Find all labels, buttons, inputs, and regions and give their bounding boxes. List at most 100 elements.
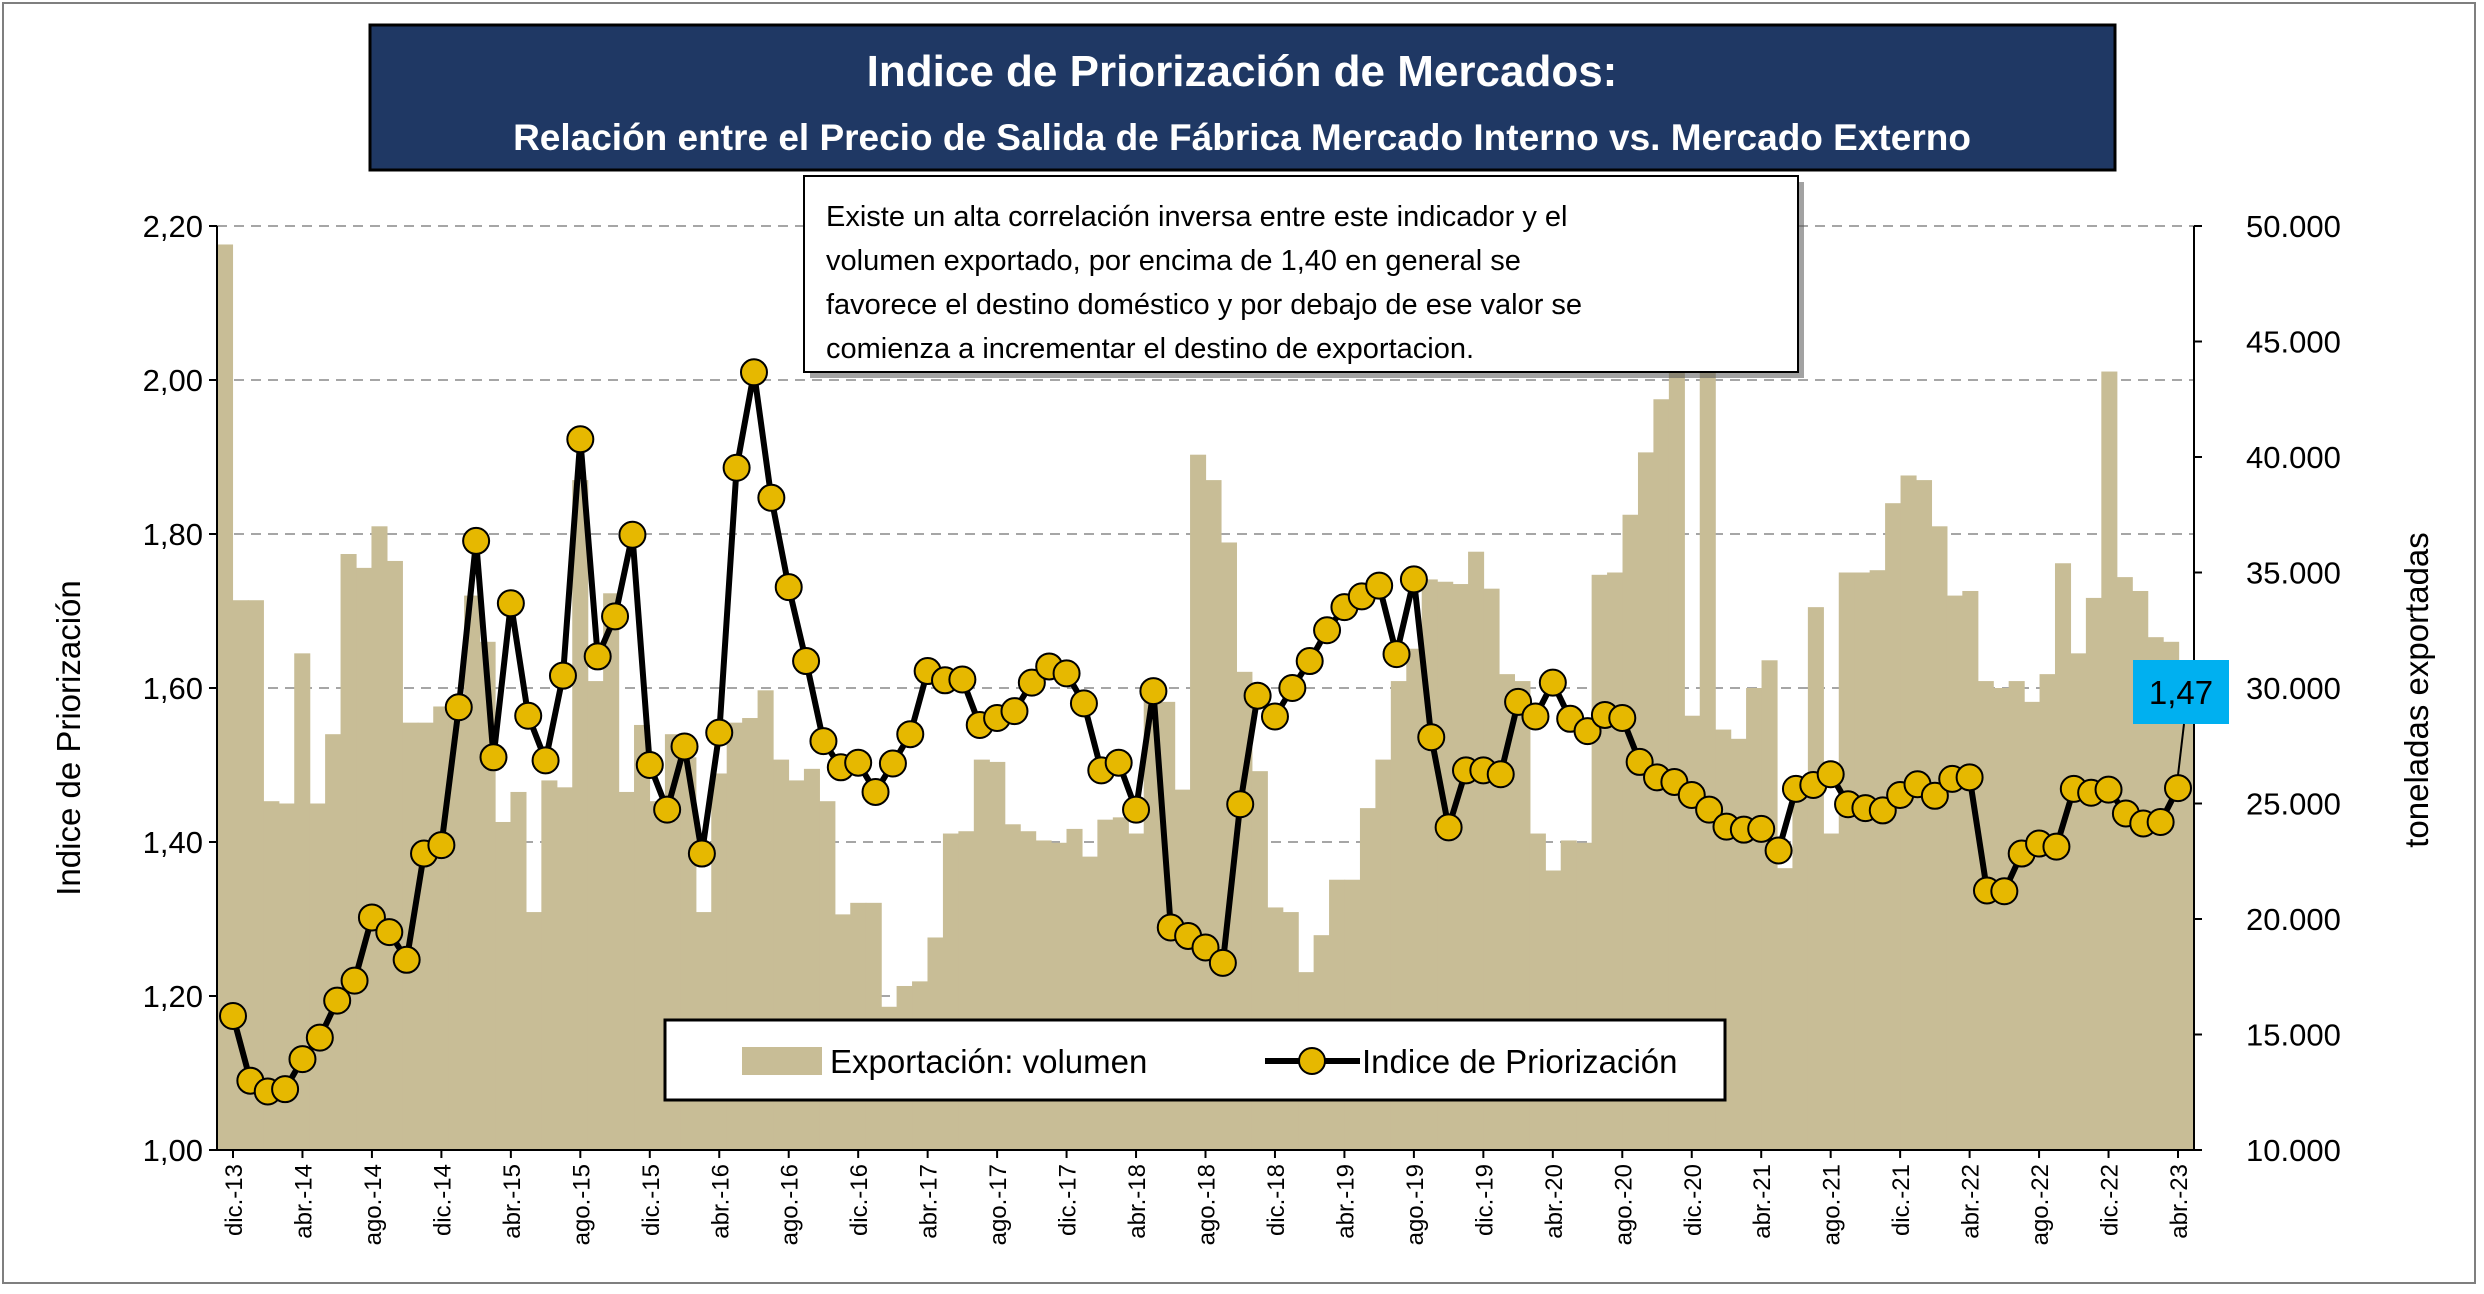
- index-point: [583, 642, 612, 671]
- chart-title: Indice de Priorización de Mercados:: [867, 47, 1618, 96]
- index-point: [462, 526, 491, 555]
- index-point: [1608, 704, 1637, 733]
- annotation-line-4: comienza a incrementar el destino de exp…: [826, 333, 1474, 365]
- legend-line-label: Indice de Priorización: [1362, 1043, 1678, 1080]
- volume-bar: [448, 715, 465, 1150]
- index-point: [1747, 814, 1776, 843]
- index-point: [1538, 668, 1567, 697]
- volume-bar: [1854, 572, 1871, 1150]
- volume-bar: [1437, 581, 1454, 1150]
- index-point: [323, 986, 352, 1015]
- index-point: [1000, 697, 1029, 726]
- volume-bar: [1190, 454, 1207, 1150]
- index-point: [1104, 748, 1133, 777]
- y-axis-left-label: Indice de Priorización: [50, 580, 87, 896]
- index-point: [1573, 717, 1602, 746]
- x-tick-label: ago.-21: [1819, 1164, 1846, 1245]
- volume-bar: [2163, 641, 2180, 1150]
- volume-bar: [1344, 879, 1361, 1150]
- volume-bar: [495, 821, 512, 1150]
- volume-bar: [1962, 590, 1979, 1150]
- x-tick-label: abr.-21: [1749, 1164, 1776, 1239]
- y-right-tick-label: 50.000: [2246, 209, 2341, 244]
- volume-bar: [1838, 572, 1855, 1150]
- y-right-tick-label: 25.000: [2246, 787, 2341, 822]
- index-point: [653, 795, 682, 824]
- callout-label: 1,47: [2149, 674, 2213, 711]
- volume-bar: [1931, 526, 1948, 1150]
- volume-bar: [464, 595, 481, 1150]
- volume-bar: [958, 831, 975, 1150]
- annotation-line-2: volumen exportado, por encima de 1,40 en…: [826, 245, 1521, 277]
- volume-bar: [1668, 334, 1685, 1150]
- volume-bar: [1730, 738, 1747, 1150]
- volume-bar: [2024, 701, 2041, 1150]
- chart-subtitle: Relación entre el Precio de Salida de Fá…: [513, 117, 1971, 158]
- volume-bar: [2178, 688, 2195, 1150]
- volume-bar: [2008, 681, 2025, 1150]
- x-tick-label: ago.-15: [568, 1164, 595, 1245]
- volume-bar: [1329, 879, 1346, 1150]
- index-point: [809, 727, 838, 756]
- x-tick-label: dic.-16: [846, 1164, 873, 1236]
- volume-bar: [247, 600, 264, 1150]
- index-point: [1764, 836, 1793, 865]
- volume-bar: [325, 734, 342, 1150]
- index-point: [1052, 659, 1081, 688]
- index-point: [1365, 571, 1394, 600]
- x-tick-label: dic.-15: [638, 1164, 665, 1236]
- x-tick-label: ago.-16: [777, 1164, 804, 1245]
- annotation-box: Existe un alta correlación inversa entre…: [803, 175, 1804, 378]
- volume-bar: [1020, 831, 1037, 1150]
- volume-bar: [1468, 551, 1485, 1150]
- volume-bar: [1545, 870, 1562, 1150]
- index-point: [861, 777, 890, 806]
- index-point: [496, 589, 525, 618]
- callout-leader-line: [2177, 723, 2185, 776]
- index-point: [2164, 774, 2192, 803]
- volume-bar: [1776, 868, 1794, 1150]
- annotation-background: [803, 175, 1799, 373]
- volume-bar: [1051, 842, 1068, 1150]
- index-point: [1625, 747, 1654, 776]
- y-left-tick-label: 2,00: [143, 363, 203, 398]
- index-point: [1243, 681, 1272, 710]
- volume-bar: [1220, 542, 1237, 1150]
- index-point: [531, 746, 560, 775]
- volume-bar: [2147, 637, 2164, 1150]
- x-tick-label: dic.-17: [1055, 1164, 1082, 1236]
- x-tick-label: abr.-16: [707, 1164, 734, 1239]
- index-point: [444, 693, 473, 722]
- index-point: [548, 661, 577, 690]
- x-tick-label: dic.-19: [1471, 1164, 1498, 1236]
- index-point: [1139, 677, 1168, 706]
- index-point: [2042, 832, 2071, 861]
- index-point: [1069, 689, 1098, 718]
- x-tick-label: ago.-22: [2027, 1164, 2054, 1245]
- volume-bar: [2039, 674, 2056, 1150]
- index-point: [340, 966, 369, 995]
- volume-bar: [1081, 856, 1098, 1150]
- x-tick-label: dic.-20: [1680, 1164, 1707, 1236]
- last-value-callout: 1,47: [2133, 660, 2229, 776]
- x-tick-label: abr.-20: [1541, 1164, 1568, 1239]
- volume-bar: [649, 801, 666, 1150]
- volume-bar: [1900, 475, 1917, 1151]
- volume-bar: [1452, 584, 1469, 1150]
- volume-bar: [1483, 588, 1500, 1150]
- x-tick-label: abr.-19: [1332, 1164, 1359, 1239]
- volume-bar: [417, 722, 434, 1150]
- index-point: [635, 751, 664, 779]
- x-tick-label: ago.-14: [360, 1164, 387, 1245]
- y-axis-right-label: toneladas exportadas: [2398, 532, 2435, 848]
- index-point: [1816, 760, 1845, 789]
- y-left-tick-label: 1,40: [143, 825, 203, 860]
- y-left-tick-label: 1,80: [143, 517, 203, 552]
- index-point: [2094, 775, 2123, 804]
- volume-bar: [1977, 681, 1994, 1150]
- index-point: [844, 748, 873, 777]
- annotation-line-1: Existe un alta correlación inversa entre…: [826, 201, 1568, 233]
- x-tick-label: abr.-14: [290, 1164, 317, 1239]
- axes: 1,00 1,20 1,40 1,60 1,80 2,00 2,20 10.000 15.000…: [143, 209, 2341, 1245]
